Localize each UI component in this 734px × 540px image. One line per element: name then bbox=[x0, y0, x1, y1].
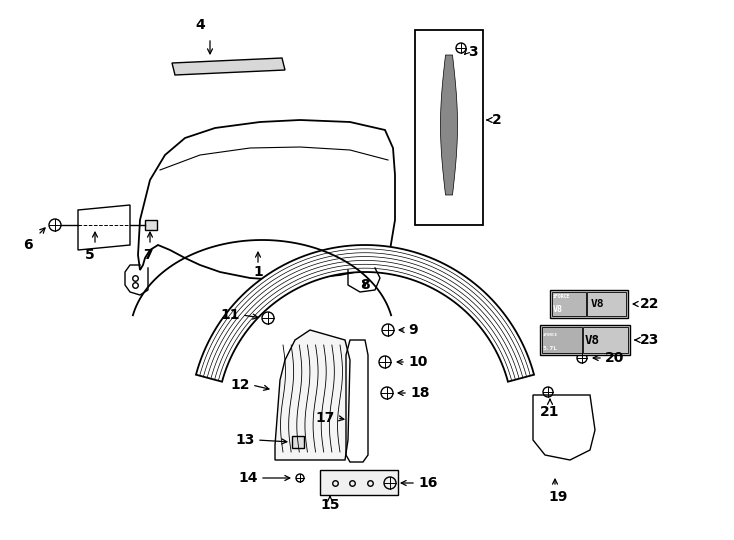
Text: 17: 17 bbox=[316, 411, 335, 425]
Text: 1: 1 bbox=[253, 265, 263, 279]
Bar bbox=[320, 470, 398, 495]
Polygon shape bbox=[138, 120, 395, 280]
Text: 14: 14 bbox=[239, 471, 258, 485]
Text: 9: 9 bbox=[408, 323, 418, 337]
Text: V8: V8 bbox=[585, 334, 600, 347]
Bar bbox=[542, 327, 582, 353]
Text: 7: 7 bbox=[143, 248, 153, 262]
Text: 18: 18 bbox=[410, 386, 429, 400]
Text: 4: 4 bbox=[195, 18, 205, 32]
Text: 3: 3 bbox=[468, 45, 478, 59]
Text: 23: 23 bbox=[640, 333, 659, 347]
Bar bbox=[292, 436, 304, 448]
Text: 5.7L: 5.7L bbox=[543, 346, 558, 350]
Bar bbox=[552, 292, 586, 316]
Polygon shape bbox=[275, 330, 350, 460]
Text: 8: 8 bbox=[360, 278, 370, 292]
Bar bbox=[415, 30, 483, 225]
Text: 11: 11 bbox=[220, 308, 240, 322]
Text: iFORCE: iFORCE bbox=[543, 333, 558, 337]
Bar bbox=[540, 325, 630, 355]
Text: V8: V8 bbox=[553, 306, 563, 314]
Text: 2: 2 bbox=[492, 113, 502, 127]
Text: iFORCE: iFORCE bbox=[553, 294, 570, 300]
Text: V8: V8 bbox=[591, 299, 605, 309]
Polygon shape bbox=[172, 58, 285, 75]
Text: 5: 5 bbox=[85, 248, 95, 262]
Text: 13: 13 bbox=[236, 433, 255, 447]
Text: 21: 21 bbox=[540, 405, 560, 419]
Text: 6: 6 bbox=[23, 238, 33, 252]
Text: 10: 10 bbox=[408, 355, 427, 369]
Text: 16: 16 bbox=[418, 476, 437, 490]
Bar bbox=[583, 327, 628, 353]
Bar bbox=[145, 220, 157, 230]
Polygon shape bbox=[440, 55, 457, 195]
Text: 12: 12 bbox=[230, 378, 250, 392]
Bar bbox=[587, 292, 626, 316]
Bar bbox=[550, 290, 628, 318]
Text: 19: 19 bbox=[548, 490, 567, 504]
Text: 20: 20 bbox=[605, 351, 625, 365]
Polygon shape bbox=[196, 245, 534, 382]
Text: 15: 15 bbox=[320, 498, 340, 512]
Text: 22: 22 bbox=[640, 297, 660, 311]
